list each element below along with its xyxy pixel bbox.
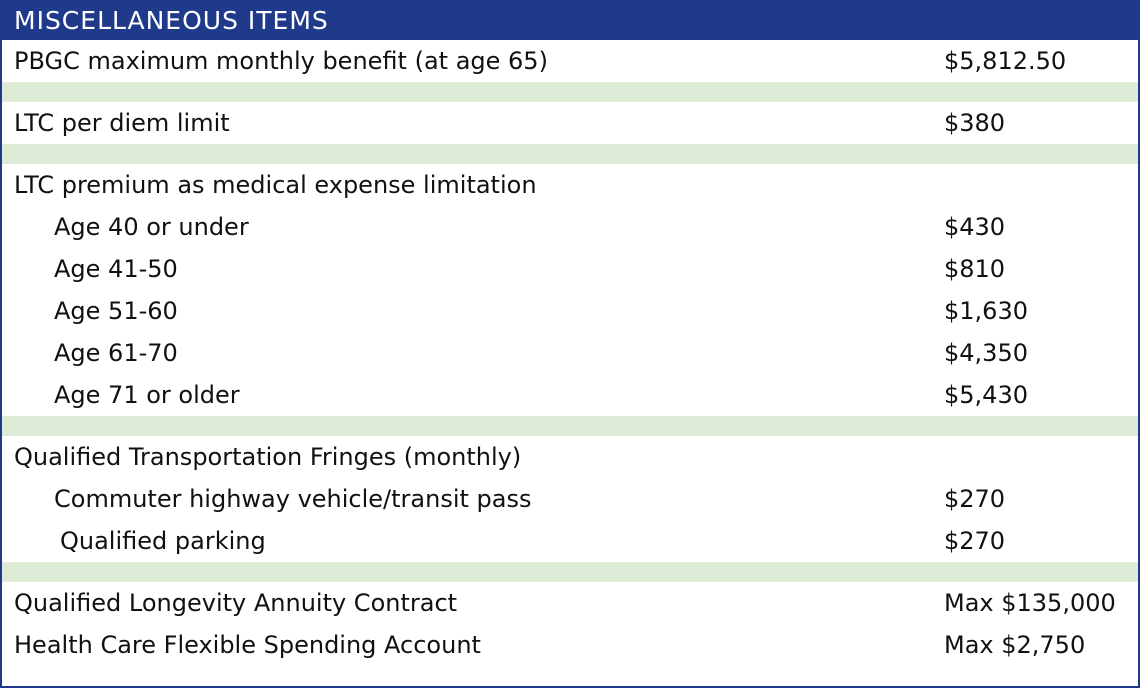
row-value: $270 (944, 485, 1006, 513)
row-label: Age 51-60 (54, 297, 178, 325)
table-row: Age 51-60 $1,630 (2, 290, 1138, 332)
row-label: PBGC maximum monthly benefit (at age 65) (14, 47, 548, 75)
row-divider (2, 416, 1138, 436)
row-label: Age 61-70 (54, 339, 178, 367)
row-value: $270 (944, 527, 1006, 555)
table-row: Age 40 or under $430 (2, 206, 1138, 248)
row-value: $810 (944, 255, 1006, 283)
table-row: Age 71 or older $5,430 (2, 374, 1138, 416)
row-label: Health Care Flexible Spending Account (14, 631, 481, 659)
table-row: LTC per diem limit $380 (2, 102, 1138, 144)
row-label: Age 71 or older (54, 381, 240, 409)
table-row: Health Care Flexible Spending Account Ma… (2, 624, 1138, 666)
row-divider (2, 562, 1138, 582)
table-row: Qualified parking $270 (2, 520, 1138, 562)
row-divider (2, 144, 1138, 164)
row-label: Age 41-50 (54, 255, 178, 283)
row-value: $5,430 (944, 381, 1028, 409)
table-row: Commuter highway vehicle/transit pass $2… (2, 478, 1138, 520)
table-body: PBGC maximum monthly benefit (at age 65)… (2, 40, 1138, 666)
row-value: Max $2,750 (944, 631, 1086, 659)
row-value: $380 (944, 109, 1006, 137)
row-value: $4,350 (944, 339, 1028, 367)
row-label: Qualified Transportation Fringes (monthl… (14, 443, 522, 471)
table-row: Qualified Transportation Fringes (monthl… (2, 436, 1138, 478)
row-label: Qualified Longevity Annuity Contract (14, 589, 458, 617)
row-value: $5,812.50 (944, 47, 1067, 75)
row-value: $1,630 (944, 297, 1028, 325)
row-value: Max $135,000 (944, 589, 1116, 617)
table-title: MISCELLANEOUS ITEMS (2, 2, 1138, 40)
row-divider (2, 82, 1138, 102)
row-label: Commuter highway vehicle/transit pass (54, 485, 532, 513)
table-row: LTC premium as medical expense limitatio… (2, 164, 1138, 206)
table-row: Age 61-70 $4,350 (2, 332, 1138, 374)
table-row: PBGC maximum monthly benefit (at age 65)… (2, 40, 1138, 82)
row-label: Age 40 or under (54, 213, 249, 241)
row-value: $430 (944, 213, 1006, 241)
row-label: LTC per diem limit (14, 109, 230, 137)
row-label: LTC premium as medical expense limitatio… (14, 171, 537, 199)
row-label: Qualified parking (60, 527, 266, 555)
table-row: Age 41-50 $810 (2, 248, 1138, 290)
table-row: Qualified Longevity Annuity Contract Max… (2, 582, 1138, 624)
